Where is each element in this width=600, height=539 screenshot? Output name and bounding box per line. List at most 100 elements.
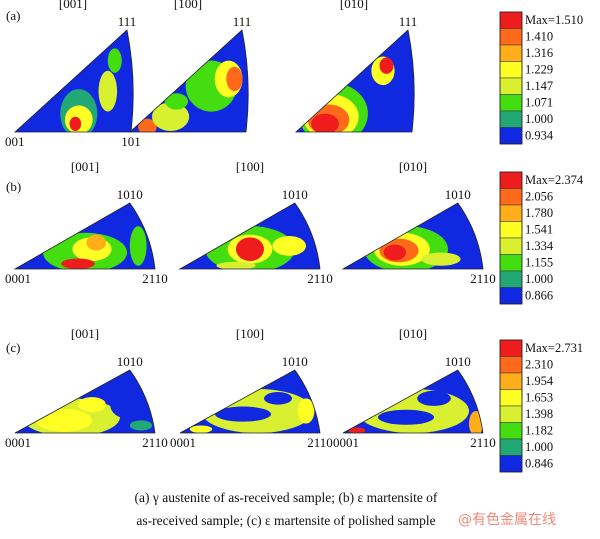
legend-swatch [499,127,523,145]
intensity-contour [378,409,434,425]
legend-swatch [499,405,523,423]
vertex-label-right: 2110 [307,435,333,450]
triangle-outline [13,202,156,270]
vertex-label-top: 1010 [445,187,471,202]
vertex-label-left: 0001 [5,435,31,450]
direction-label: [100] [236,326,264,341]
intensity-contour [152,102,190,131]
triangle-outline [342,369,484,434]
direction-label: [001] [59,0,87,11]
legend-frame [499,171,523,305]
legend-swatch [499,171,523,189]
triangle-outline [13,29,134,133]
intensity-contour [36,409,92,432]
vertex-label-left: 0001 [170,435,196,450]
direction-label: [001] [71,326,99,341]
legend-swatch [499,422,523,440]
legend-value: 1.780 [525,206,553,220]
legend-swatch [499,372,523,390]
row-label: (b) [6,179,21,194]
legend-value: 1.398 [525,407,553,421]
legend-swatch [499,254,523,272]
legend-swatch [499,356,523,374]
vertex-label-top: 111 [233,14,252,29]
legend-swatch [499,110,523,128]
legend-swatch [499,94,523,112]
legend-swatch [499,61,523,79]
legend-swatch [499,389,523,407]
intensity-contour [61,258,95,269]
vertex-label-right: 2110 [470,271,496,286]
legend-value: 1.000 [525,440,553,454]
watermark: @有色金属在线 [458,512,556,528]
intensity-contour [129,226,147,266]
vertex-label-top: 1010 [445,354,471,369]
legend-value: 1.000 [525,272,553,286]
intensity-contour [348,427,366,433]
intensity-contour [417,390,451,406]
vertex-label-top: 1010 [282,187,308,202]
pole-figure-row0-panel1 [130,30,249,132]
legend-value: 2.056 [525,190,553,204]
intensity-contour [272,236,307,256]
pole-figure-row0-panel2 [296,30,415,132]
legend-value: 1.410 [525,30,553,44]
legend-value: 1.334 [525,239,554,253]
intensity-contour [110,390,144,419]
legend-swatch [499,339,523,357]
legend-swatch [499,204,523,222]
legend-value: 1.182 [525,424,553,438]
intensity-contour [379,57,394,74]
triangle-outline [179,369,321,434]
legend-value: 1.541 [525,223,553,237]
legend-value: 1.316 [525,46,553,60]
vertex-label-top: 111 [118,14,137,29]
direction-label: [001] [71,159,99,174]
intensity-contour [383,244,406,261]
intensity-contour [469,410,483,433]
pole-figure-row0-panel0 [15,30,134,132]
vertex-label-top: 1010 [117,354,143,369]
intensity-contour [129,420,153,431]
legend-swatch [499,188,523,206]
legend-value: 1.147 [525,79,553,93]
legend-swatch [499,28,523,46]
direction-label: [100] [174,0,202,11]
vertex-label-top: 1010 [282,354,308,369]
legend-swatch [499,270,523,288]
legend-value: 1.229 [525,63,553,77]
vertex-label-left: 0001 [5,271,31,286]
pole-figure-row1-panel0 [15,203,155,269]
triangle-outline [14,369,156,434]
intensity-contour [164,93,188,110]
intensity-contour [107,48,122,73]
legend-swatch [499,44,523,62]
legend-value: 0.866 [525,289,553,303]
legend-value: 1.954 [525,374,554,388]
vertex-label-top: 1010 [117,187,143,202]
legend-swatch [499,455,523,473]
intensity-contour [264,392,292,405]
pole-figure-row2-panel0 [15,370,155,433]
intensity-contour [98,70,118,112]
triangle-outline [294,29,415,133]
pole-figure-row2-panel1 [180,370,320,433]
vertex-label-right: 2110 [470,435,496,450]
pole-figure-row1-panel1 [180,203,320,269]
direction-label: [100] [236,159,264,174]
intensity-contour [78,397,106,413]
legend-value: 1.155 [525,256,553,270]
caption-line-2: as-received sample; (c) ε martensite of … [136,513,436,528]
pole-figure-row1-panel2 [343,203,483,269]
legend-value: 2.310 [525,358,553,372]
legend-value: Max=2.731 [525,341,583,355]
row-label: (c) [6,340,20,355]
direction-label: [010] [399,159,427,174]
legend-swatch [499,77,523,95]
intensity-contour [189,425,213,433]
intensity-contour [421,252,461,266]
vertex-label-right: 101 [121,134,141,149]
intensity-contour [297,398,315,424]
